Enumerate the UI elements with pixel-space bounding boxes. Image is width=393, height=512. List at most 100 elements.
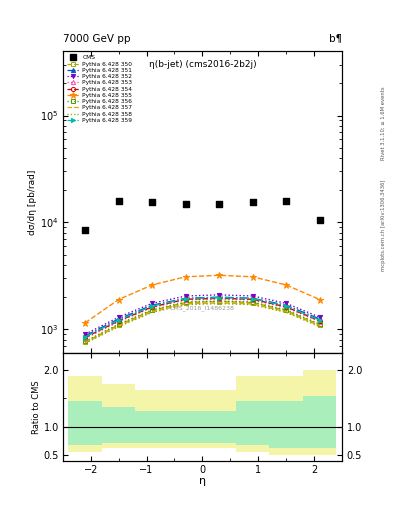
Line: Pythia 6.428 357: Pythia 6.428 357: [85, 303, 320, 343]
Pythia 6.428 356: [317, 321, 322, 327]
Pythia 6.428 353: [150, 305, 154, 311]
Pythia 6.428 350: [150, 307, 154, 313]
Pythia 6.428 351: [116, 316, 121, 322]
Pythia 6.428 356: [284, 307, 288, 313]
CMS: [116, 197, 122, 205]
Pythia 6.428 359: [250, 295, 255, 302]
Pythia 6.428 358: [217, 301, 222, 307]
Pythia 6.428 351: [150, 302, 154, 308]
Pythia 6.428 355: [284, 282, 288, 288]
Pythia 6.428 357: [150, 309, 154, 315]
Text: η(b-jet) (cms2016-2b2j): η(b-jet) (cms2016-2b2j): [149, 60, 256, 69]
CMS: [149, 198, 155, 206]
Pythia 6.428 353: [284, 305, 288, 311]
Pythia 6.428 357: [284, 309, 288, 315]
CMS: [250, 198, 256, 206]
Line: Pythia 6.428 354: Pythia 6.428 354: [83, 296, 322, 339]
Pythia 6.428 351: [83, 333, 88, 339]
Line: Pythia 6.428 356: Pythia 6.428 356: [83, 299, 322, 344]
Text: Rivet 3.1.10; ≥ 1.6M events: Rivet 3.1.10; ≥ 1.6M events: [381, 86, 386, 160]
Pythia 6.428 359: [83, 334, 88, 340]
Pythia 6.428 351: [317, 316, 322, 322]
Pythia 6.428 353: [250, 297, 255, 303]
Pythia 6.428 356: [250, 299, 255, 305]
Pythia 6.428 355: [217, 272, 222, 279]
Pythia 6.428 359: [284, 303, 288, 309]
Pythia 6.428 353: [183, 297, 188, 303]
Pythia 6.428 358: [250, 302, 255, 308]
Pythia 6.428 351: [217, 294, 222, 300]
Pythia 6.428 356: [217, 298, 222, 304]
Pythia 6.428 357: [317, 323, 322, 329]
Pythia 6.428 359: [116, 317, 121, 323]
Pythia 6.428 354: [250, 296, 255, 303]
Pythia 6.428 352: [183, 293, 188, 299]
Text: CMS_2016_I1486238: CMS_2016_I1486238: [170, 305, 235, 311]
Pythia 6.428 352: [116, 314, 121, 320]
Pythia 6.428 351: [284, 302, 288, 308]
CMS: [82, 226, 88, 234]
Pythia 6.428 355: [317, 296, 322, 303]
Pythia 6.428 358: [83, 340, 88, 346]
Text: 7000 GeV pp: 7000 GeV pp: [63, 33, 130, 44]
Pythia 6.428 354: [317, 318, 322, 324]
Pythia 6.428 350: [217, 298, 222, 305]
CMS: [216, 200, 222, 208]
Pythia 6.428 350: [116, 322, 121, 328]
Line: Pythia 6.428 358: Pythia 6.428 358: [85, 304, 320, 343]
Pythia 6.428 358: [284, 309, 288, 315]
Line: Pythia 6.428 353: Pythia 6.428 353: [83, 297, 322, 340]
Pythia 6.428 354: [284, 304, 288, 310]
Pythia 6.428 352: [250, 293, 255, 299]
Legend: CMS, Pythia 6.428 350, Pythia 6.428 351, Pythia 6.428 352, Pythia 6.428 353, Pyt: CMS, Pythia 6.428 350, Pythia 6.428 351,…: [66, 54, 133, 124]
Pythia 6.428 354: [116, 318, 121, 324]
Pythia 6.428 358: [183, 302, 188, 308]
Line: Pythia 6.428 359: Pythia 6.428 359: [83, 295, 322, 339]
Pythia 6.428 352: [217, 292, 222, 298]
Pythia 6.428 358: [150, 309, 154, 315]
Pythia 6.428 350: [83, 339, 88, 345]
Y-axis label: Ratio to CMS: Ratio to CMS: [31, 380, 40, 434]
Pythia 6.428 355: [116, 296, 121, 303]
Pythia 6.428 358: [317, 324, 322, 330]
Pythia 6.428 357: [217, 300, 222, 306]
Line: Pythia 6.428 351: Pythia 6.428 351: [83, 295, 322, 338]
CMS: [316, 216, 323, 224]
Pythia 6.428 357: [116, 323, 121, 329]
Pythia 6.428 356: [116, 321, 121, 327]
Pythia 6.428 353: [217, 296, 222, 302]
X-axis label: η: η: [199, 476, 206, 486]
Pythia 6.428 355: [250, 274, 255, 280]
Pythia 6.428 359: [217, 294, 222, 301]
Pythia 6.428 355: [150, 282, 154, 288]
Pythia 6.428 350: [284, 307, 288, 313]
Pythia 6.428 353: [83, 335, 88, 342]
Pythia 6.428 352: [317, 314, 322, 320]
Pythia 6.428 357: [183, 301, 188, 307]
Pythia 6.428 353: [317, 318, 322, 325]
Pythia 6.428 356: [183, 299, 188, 305]
Text: b¶: b¶: [329, 33, 342, 44]
Pythia 6.428 357: [83, 339, 88, 346]
Pythia 6.428 353: [116, 318, 121, 325]
Pythia 6.428 352: [150, 300, 154, 306]
Line: Pythia 6.428 352: Pythia 6.428 352: [83, 293, 322, 336]
Pythia 6.428 355: [83, 319, 88, 326]
Pythia 6.428 352: [83, 331, 88, 337]
Pythia 6.428 356: [150, 307, 154, 313]
Text: mcplots.cern.ch [arXiv:1306.3436]: mcplots.cern.ch [arXiv:1306.3436]: [381, 180, 386, 271]
Pythia 6.428 354: [150, 304, 154, 310]
Pythia 6.428 354: [83, 334, 88, 340]
Line: Pythia 6.428 350: Pythia 6.428 350: [83, 300, 322, 344]
CMS: [182, 200, 189, 208]
Pythia 6.428 351: [183, 295, 188, 302]
Pythia 6.428 355: [183, 274, 188, 280]
Pythia 6.428 354: [217, 295, 222, 302]
Pythia 6.428 357: [250, 301, 255, 307]
Pythia 6.428 359: [150, 303, 154, 309]
Y-axis label: dσ/dη [pb/rad]: dσ/dη [pb/rad]: [28, 169, 37, 235]
Pythia 6.428 358: [116, 324, 121, 330]
CMS: [283, 197, 289, 205]
Pythia 6.428 350: [317, 322, 322, 328]
Pythia 6.428 350: [250, 300, 255, 306]
